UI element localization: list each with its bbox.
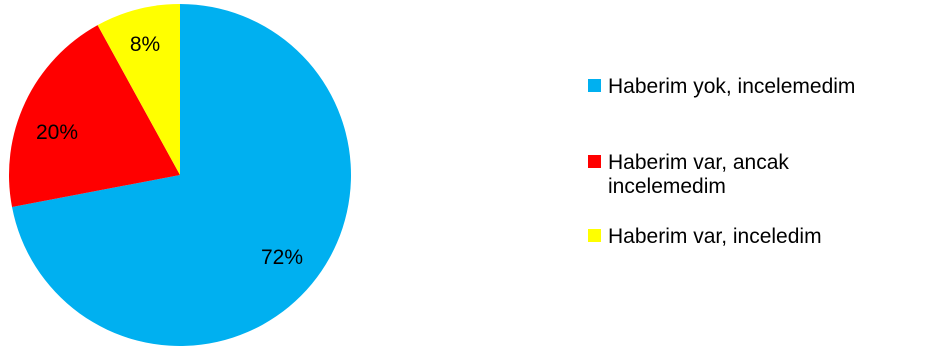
- legend-swatch-2: [588, 229, 601, 242]
- pie-slices: [8, 4, 352, 346]
- slice-label-0: 72%: [261, 246, 303, 269]
- slice-label-1: 20%: [36, 121, 78, 144]
- legend-swatch-0: [588, 79, 601, 92]
- pie-slice-labels: 72% 20% 8%: [36, 33, 303, 269]
- pie-slice-1: [8, 25, 180, 208]
- legend-label-2: Haberim var, inceledim: [608, 225, 822, 248]
- pie-slice-2: [97, 4, 180, 175]
- legend-label-0: Haberim yok, incelemedim: [608, 75, 855, 98]
- slice-label-2: 8%: [130, 33, 160, 56]
- pie-slice-0: [12, 4, 352, 346]
- legend-swatch-1: [588, 155, 601, 168]
- legend-label-1: Haberim var, ancak incelemedim: [608, 151, 795, 198]
- legend: Haberim yok, incelemedim Haberim var, an…: [588, 75, 855, 248]
